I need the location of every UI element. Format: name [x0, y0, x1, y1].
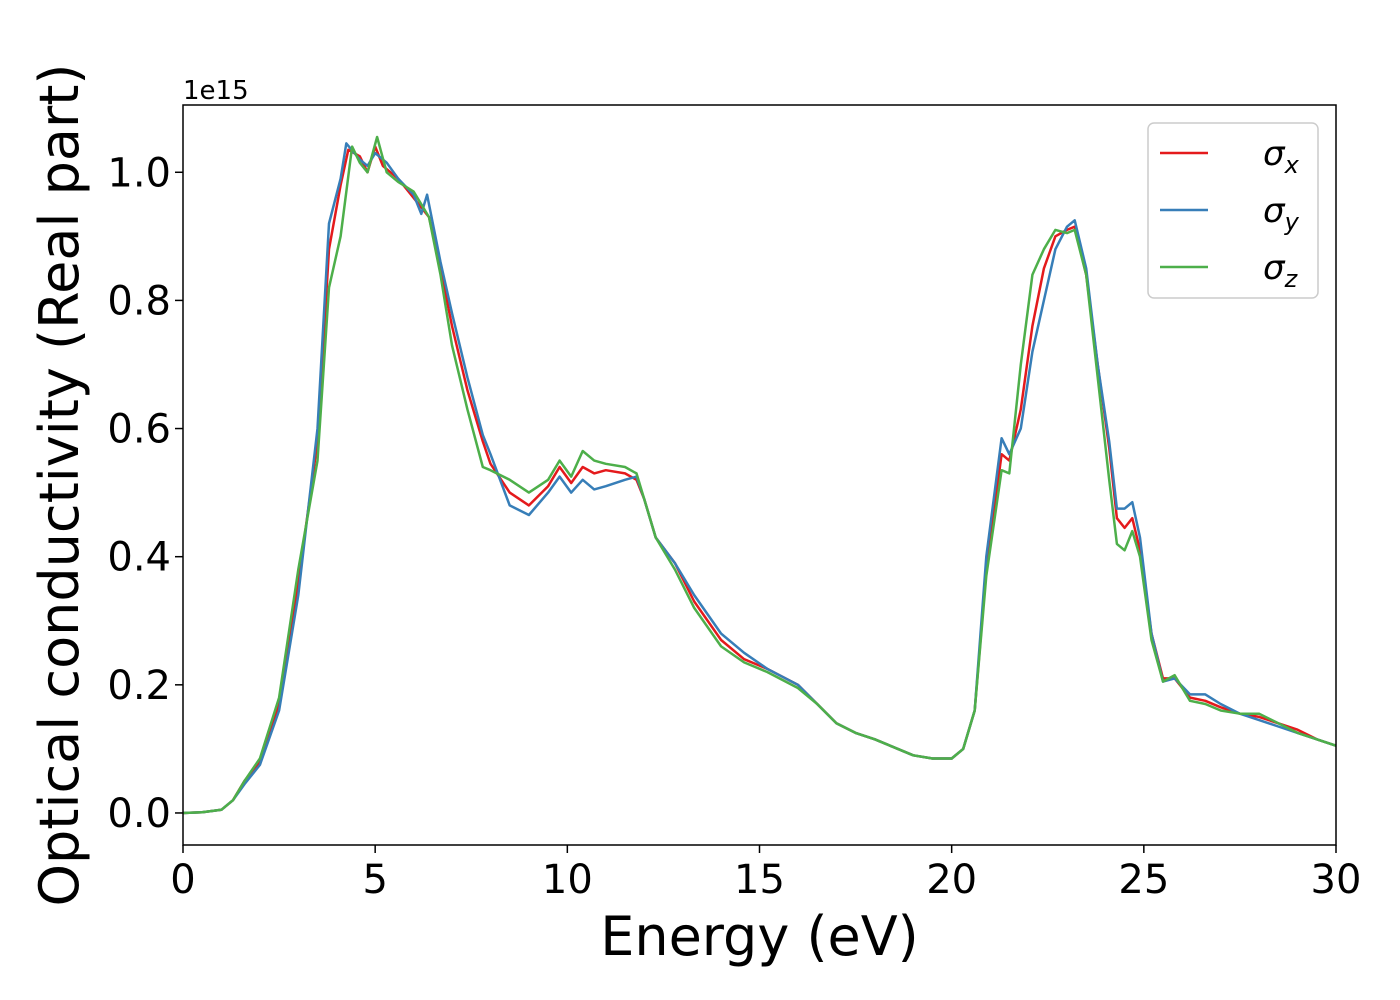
plot-frame [182, 104, 1337, 846]
legend-symbol: σ [1263, 248, 1286, 288]
x-tick-label: 10 [542, 857, 593, 903]
legend-subscript: z [1284, 265, 1299, 293]
y-axis-title: Optical conductivity (Real part) [28, 64, 91, 907]
x-tick-label: 25 [1118, 857, 1169, 903]
legend-label: σy [1263, 191, 1300, 236]
x-axis-title: Energy (eV) [600, 905, 919, 968]
legend-label: σz [1263, 248, 1299, 293]
legend-symbol: σ [1263, 134, 1286, 174]
legend-label: σx [1263, 134, 1300, 179]
x-tick-label: 0 [170, 857, 195, 903]
y-tick-label: 0.8 [107, 278, 171, 324]
y-tick-label: 0.0 [107, 791, 171, 837]
y-axis-ticks: 0.0 0.2 0.4 0.6 0.8 1.0 [107, 150, 183, 837]
x-tick-label: 20 [926, 857, 977, 903]
legend-subscript: x [1284, 151, 1300, 179]
series-lines [183, 135, 1336, 815]
y-tick-label: 0.2 [107, 663, 171, 709]
y-tick-label: 0.6 [107, 407, 171, 453]
x-tick-label: 30 [1311, 857, 1362, 903]
legend-subscript: y [1284, 208, 1300, 236]
y-offset-label: 1e15 [183, 76, 249, 106]
x-tick-label: 15 [734, 857, 785, 903]
x-tick-label: 5 [362, 857, 387, 903]
y-tick-label: 1.0 [107, 150, 171, 196]
legend-symbol: σ [1263, 191, 1286, 231]
series-line-z [183, 135, 1336, 815]
legend-box [1147, 122, 1319, 299]
y-tick-label: 0.4 [107, 535, 171, 581]
x-axis-ticks: 0 5 10 15 20 25 30 [170, 845, 1361, 903]
